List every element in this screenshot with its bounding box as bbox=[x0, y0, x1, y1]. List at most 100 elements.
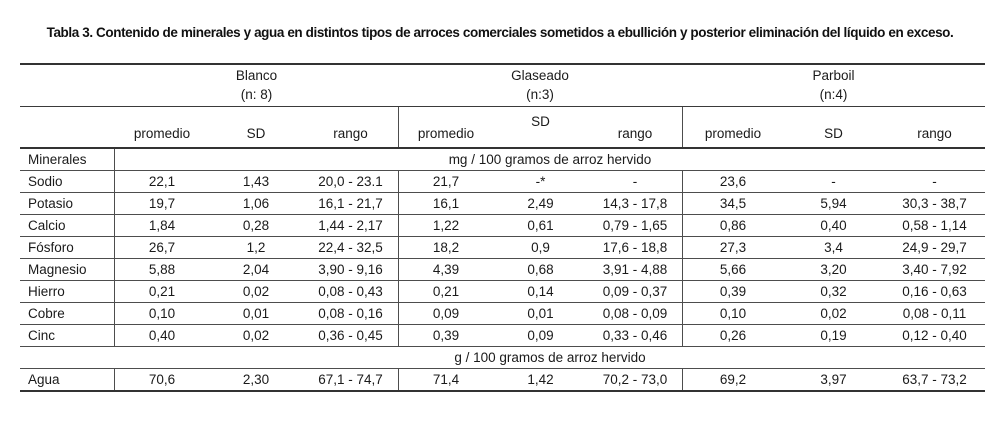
group-sample-size: (n:4) bbox=[819, 86, 848, 102]
empty-cell bbox=[20, 347, 115, 368]
table-row-fosforo: Fósforo 26,7 1,2 22,4 - 32,5 18,2 0,9 17… bbox=[20, 237, 985, 259]
row-label: Cinc bbox=[20, 325, 115, 346]
table-cell: 0,58 - 1,14 bbox=[902, 218, 967, 233]
table-cell: 0,02 bbox=[242, 284, 270, 299]
table-cell: 0,86 bbox=[682, 215, 783, 236]
table-cell: 67,1 - 74,7 bbox=[318, 372, 383, 387]
table-cell: 1,43 bbox=[242, 174, 270, 189]
table-cell: 0,36 - 0,45 bbox=[318, 328, 383, 343]
table-row-potasio: Potasio 19,7 1,06 16,1 - 21,7 16,1 2,49 … bbox=[20, 193, 985, 215]
row-label: Agua bbox=[20, 369, 115, 390]
table-cell: 0,08 - 0,11 bbox=[902, 306, 967, 321]
table-cell: 1,42 bbox=[527, 372, 554, 387]
table-cell: 2,30 bbox=[242, 372, 270, 387]
table-cell: 34,5 bbox=[682, 193, 783, 214]
corner-cell bbox=[20, 107, 115, 147]
col-header-sd: SD bbox=[824, 126, 843, 141]
table-cell: 0,21 bbox=[148, 284, 176, 299]
table-cell: 1,22 bbox=[398, 215, 493, 236]
table-cell: 1,06 bbox=[242, 196, 270, 211]
table-cell: 1,44 - 2,17 bbox=[318, 218, 383, 233]
table-cell: 0,19 bbox=[820, 328, 847, 343]
table-cell: 5,66 bbox=[682, 259, 783, 280]
group-header-parboil: Parboil (n:4) bbox=[682, 65, 985, 106]
table-cell: 30,3 - 38,7 bbox=[902, 196, 967, 211]
table-cell: 0,08 - 0,09 bbox=[602, 306, 668, 321]
table-cell: 0,14 bbox=[527, 284, 554, 299]
col-header-rango: rango bbox=[917, 126, 952, 141]
unit-label-g: g / 100 gramos de arroz hervido bbox=[454, 350, 646, 365]
table-cell: 0,79 - 1,65 bbox=[602, 218, 668, 233]
col-header-sd: SD bbox=[531, 114, 550, 129]
minerals-table: Blanco (n: 8) Glaseado (n:3) Parboil (n:… bbox=[20, 63, 985, 392]
table-cell: 0,01 bbox=[527, 306, 554, 321]
table-caption: Tabla 3. Contenido de minerales y agua e… bbox=[46, 25, 954, 40]
group-name: Parboil bbox=[812, 68, 855, 84]
row-label: Hierro bbox=[20, 281, 115, 302]
table-cell: 0,21 bbox=[398, 281, 493, 302]
group-header-blanco: Blanco (n: 8) bbox=[115, 65, 398, 106]
table-cell: 0,09 bbox=[398, 303, 493, 324]
table-cell: 19,7 bbox=[148, 196, 176, 211]
stat-header-row: promedio SD rango promedio SD rango prom… bbox=[20, 107, 985, 149]
table-cell: 0,02 bbox=[242, 328, 270, 343]
table-cell: 0,09 - 0,37 bbox=[602, 284, 668, 299]
col-header-promedio: promedio bbox=[398, 107, 493, 147]
table-cell: - bbox=[932, 174, 937, 189]
table-cell: 0,32 bbox=[820, 284, 847, 299]
table-cell: 17,6 - 18,8 bbox=[602, 240, 668, 255]
unit-label-mg: mg / 100 gramos de arroz hervido bbox=[448, 152, 652, 167]
table-cell: 23,6 bbox=[682, 171, 783, 192]
section-label: Minerales bbox=[20, 149, 115, 170]
table-cell: 16,1 - 21,7 bbox=[318, 196, 383, 211]
table-cell: 0,40 bbox=[820, 218, 847, 233]
unit-row-g: g / 100 gramos de arroz hervido bbox=[20, 347, 985, 369]
row-label: Cobre bbox=[20, 303, 115, 324]
table-cell: 2,04 bbox=[242, 262, 270, 277]
col-header-sd: SD bbox=[246, 126, 266, 141]
table-cell: 70,6 bbox=[148, 372, 176, 387]
table-cell: 63,7 - 73,2 bbox=[902, 372, 967, 387]
table-row-cobre: Cobre 0,10 0,01 0,08 - 0,16 0,09 0,01 0,… bbox=[20, 303, 985, 325]
table-cell: 3,20 bbox=[820, 262, 847, 277]
table-cell: 0,39 bbox=[682, 281, 783, 302]
table-cell: 21,7 bbox=[398, 171, 493, 192]
table-cell: 0,08 - 0,43 bbox=[318, 284, 383, 299]
table-cell: 26,7 bbox=[148, 240, 176, 255]
table-cell: 3,97 bbox=[820, 372, 847, 387]
table-cell: 0,68 bbox=[527, 262, 554, 277]
table-cell: 0,28 bbox=[242, 218, 270, 233]
table-cell: 27,3 bbox=[682, 237, 783, 258]
table-cell: 0,33 - 0,46 bbox=[602, 328, 668, 343]
table-cell: 0,9 bbox=[531, 240, 550, 255]
table-cell: 0,10 bbox=[682, 303, 783, 324]
group-name: Blanco bbox=[235, 68, 278, 84]
corner-cell bbox=[20, 65, 115, 106]
table-row-magnesio: Magnesio 5,88 2,04 3,90 - 9,16 4,39 0,68… bbox=[20, 259, 985, 281]
group-header-glaseado: Glaseado (n:3) bbox=[398, 65, 682, 106]
table-cell: 0,10 bbox=[148, 306, 176, 321]
table-cell: 0,08 - 0,16 bbox=[318, 306, 383, 321]
table-cell: 4,39 bbox=[398, 259, 493, 280]
table-row-cinc: Cinc 0,40 0,02 0,36 - 0,45 0,39 0,09 0,3… bbox=[20, 325, 985, 347]
col-header-rango: rango bbox=[333, 126, 368, 141]
table-cell: 24,9 - 29,7 bbox=[902, 240, 967, 255]
row-label: Magnesio bbox=[20, 259, 115, 280]
table-cell: 0,61 bbox=[527, 218, 554, 233]
table-cell: 69,2 bbox=[682, 369, 783, 390]
table-cell: 14,3 - 17,8 bbox=[602, 196, 668, 211]
col-header-promedio: promedio bbox=[682, 107, 783, 147]
table-cell: 71,4 bbox=[398, 369, 493, 390]
table-cell: 2,49 bbox=[527, 196, 554, 211]
group-sample-size: (n:3) bbox=[526, 86, 554, 102]
table-cell: 1,84 bbox=[148, 218, 176, 233]
table-row-hierro: Hierro 0,21 0,02 0,08 - 0,43 0,21 0,14 0… bbox=[20, 281, 985, 303]
group-header-row: Blanco (n: 8) Glaseado (n:3) Parboil (n:… bbox=[20, 65, 985, 107]
table-cell: 70,2 - 73,0 bbox=[602, 372, 668, 387]
table-cell: 0,39 bbox=[398, 325, 493, 346]
table-cell: 5,94 bbox=[820, 196, 847, 211]
table-row-agua: Agua 70,6 2,30 67,1 - 74,7 71,4 1,42 70,… bbox=[20, 369, 985, 392]
table-cell: 0,02 bbox=[820, 306, 847, 321]
table-cell: 0,09 bbox=[527, 328, 554, 343]
table-cell: 20,0 - 23.1 bbox=[318, 174, 383, 189]
